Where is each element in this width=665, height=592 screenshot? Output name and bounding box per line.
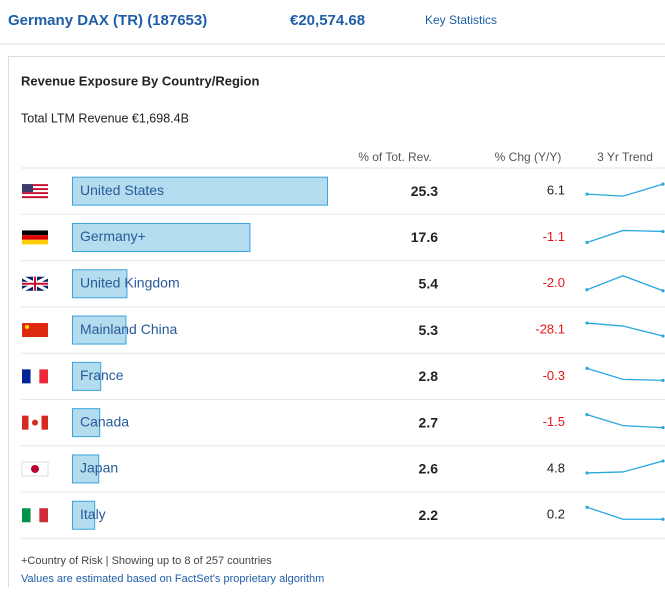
country-name: Japan [80,460,118,476]
share-value: 17.6 [411,229,438,245]
flag-part [31,508,40,522]
flag-part [22,369,31,383]
flag-part [22,196,48,198]
trend-point [585,193,588,196]
trend-point [585,413,588,416]
country-name: Mainland China [80,321,177,337]
flag-part [22,508,31,522]
flag-part [31,465,39,473]
trend-point [661,518,664,521]
change-value: -2.0 [543,275,565,290]
country-name: France [80,367,124,383]
trend-point [585,241,588,244]
change-value: 6.1 [547,183,565,198]
flag-part [22,230,48,235]
flag-part [22,235,48,240]
flag-part [22,194,48,196]
flag-part [39,508,48,522]
country-name: United Kingdom [80,274,180,290]
change-value: -1.5 [543,414,565,429]
share-value: 2.6 [419,461,439,477]
trend-point [661,459,664,462]
trend-point [661,379,664,382]
flag-part [22,416,29,430]
header-price: €20,574.68 [290,12,365,29]
change-value: -1.1 [543,229,565,244]
flag-part [22,240,48,245]
disclaimer: Values are estimated based on FactSet's … [21,573,324,585]
column-header: % of Tot. Rev. [358,150,432,164]
flag-part [25,325,29,329]
trend-point [661,289,664,292]
change-value: 0.2 [547,507,565,522]
country-name: Germany+ [80,228,146,244]
trend-point [661,426,664,429]
flag-part [31,369,40,383]
share-value: 25.3 [411,183,438,199]
column-header: % Chg (Y/Y) [495,150,562,164]
trend-point [585,471,588,474]
flag-part [22,192,48,194]
change-value: -0.3 [543,368,565,383]
change-value: -28.1 [535,321,565,336]
share-value: 5.4 [419,275,439,291]
footnote: +Country of Risk | Showing up to 8 of 25… [21,555,272,567]
trend-point [661,183,664,186]
trend-point [661,230,664,233]
trend-point [661,334,664,337]
flag-part [22,323,48,337]
country-name: Italy [80,506,106,522]
flag-part [42,416,49,430]
trend-point [585,506,588,509]
country-name: United States [80,182,164,198]
column-header: 3 Yr Trend [597,150,653,164]
change-value: 4.8 [547,460,565,475]
share-value: 5.3 [419,322,439,338]
share-value: 2.7 [419,414,439,430]
share-value: 2.2 [419,507,439,523]
header-title: Germany DAX (TR) (187653) [8,12,207,29]
trend-point [585,367,588,370]
share-value: 2.8 [419,368,439,384]
trend-point [585,321,588,324]
flag-part [39,369,48,383]
total-revenue: Total LTM Revenue €1,698.4B [21,111,189,125]
key-statistics-link[interactable]: Key Statistics [425,13,497,27]
flag-part [22,184,33,192]
country-name: Canada [80,413,129,429]
panel-title: Revenue Exposure By Country/Region [21,73,259,88]
trend-point [585,288,588,291]
flag-part [32,420,38,426]
